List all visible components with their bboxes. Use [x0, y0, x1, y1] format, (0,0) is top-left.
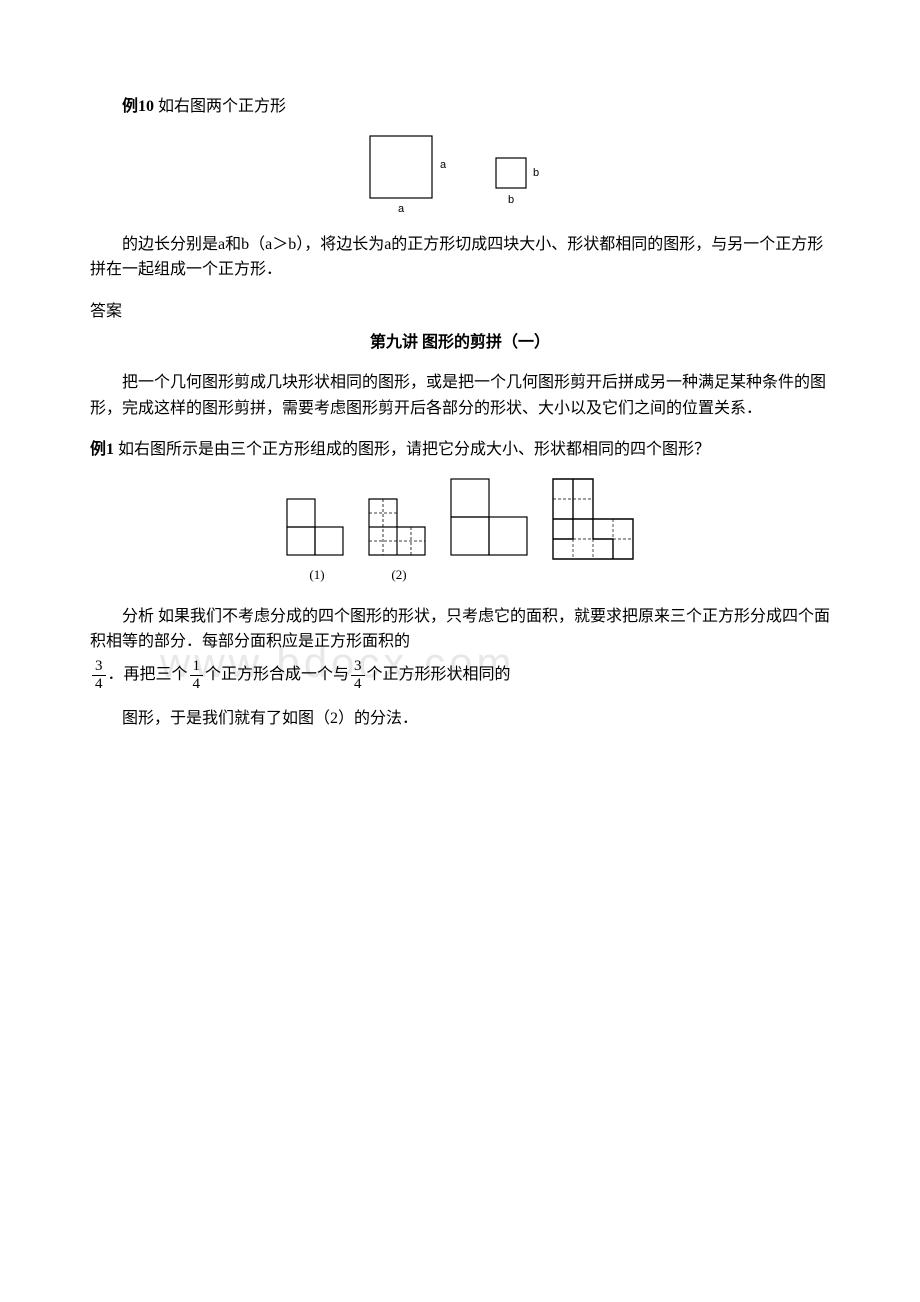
example1-heading: 例1	[90, 441, 114, 458]
four-figures-row: (1) (2)	[90, 477, 830, 586]
example10-heading-tail: 如右图两个正方形	[154, 98, 286, 115]
example10-description: 的边长分别是a和b（a＞b），将边长为a的正方形切成四块大小、形状都相同的图形，…	[90, 232, 830, 283]
example10-heading: 例10	[122, 98, 154, 115]
figure-2-wrapper: (2)	[367, 497, 431, 586]
frac-3-4-a: 3 4	[92, 659, 106, 692]
analysis-mid1: ．再把三个	[108, 666, 188, 683]
answer-label: 答案	[90, 299, 830, 325]
example1-section: 例1 如右图所示是由三个正方形组成的图形，请把它分成大小、形状都相同的四个图形？…	[90, 437, 830, 731]
figure-4-icon	[551, 477, 635, 561]
figure-1-icon	[285, 497, 349, 561]
example10-section: 例10 如右图两个正方形 a a b b 的边长分别是a和b（a＞b），将边长为…	[90, 94, 830, 283]
analysis-mid2: 个正方形合成一个与	[205, 666, 349, 683]
lecture-intro: 把一个几何图形剪成几块形状相同的图形，或是把一个几何图形剪开后拼成另一种满足某种…	[90, 370, 830, 421]
figure-3-spacer	[449, 565, 533, 586]
analysis-paragraph-1: 分析 如果我们不考虑分成的四个图形的形状，只考虑它的面积，就要求把原来三个正方形…	[90, 604, 830, 655]
figure-2-icon	[367, 497, 431, 561]
analysis-post: 图形，于是我们就有了如图（2）的分法．	[90, 706, 830, 732]
figure-4-wrapper	[551, 477, 635, 586]
example1-heading-line: 例1 如右图所示是由三个正方形组成的图形，请把它分成大小、形状都相同的四个图形？	[90, 437, 830, 463]
figure-4-spacer	[551, 565, 635, 586]
figure-1-label: (1)	[285, 565, 349, 586]
figure-1-wrapper: (1)	[285, 497, 349, 586]
lecture-title: 第九讲 图形的剪拼（一）	[90, 330, 830, 356]
frac-3-4-b: 3 4	[351, 659, 365, 692]
big-square-label-a-bottom: a	[398, 203, 405, 214]
example10-heading-line: 例10 如右图两个正方形	[90, 94, 830, 120]
figure-3-icon	[449, 477, 533, 561]
frac-1-4: 1 4	[190, 659, 204, 692]
two-squares-diagram: a a b b	[90, 134, 830, 214]
big-square-icon: a a	[368, 134, 454, 214]
analysis-pre: 分析 如果我们不考虑分成的四个图形的形状，只考虑它的面积，就要求把原来三个正方形…	[90, 608, 830, 651]
big-square-label-a: a	[440, 159, 447, 171]
analysis-mid3: 个正方形形状相同的	[367, 666, 511, 683]
figure-3-wrapper	[449, 477, 533, 586]
small-square-label-b-right: b	[533, 167, 539, 179]
small-square-label-b-bottom: b	[508, 194, 514, 206]
analysis-fraction-line: 3 4 ．再把三个 1 4 个正方形合成一个与 3 4 个正方形形状相同的	[90, 659, 830, 692]
small-square-icon: b b	[494, 156, 552, 214]
figure-2-label: (2)	[367, 565, 431, 586]
example1-heading-tail: 如右图所示是由三个正方形组成的图形，请把它分成大小、形状都相同的四个图形？	[114, 441, 710, 458]
